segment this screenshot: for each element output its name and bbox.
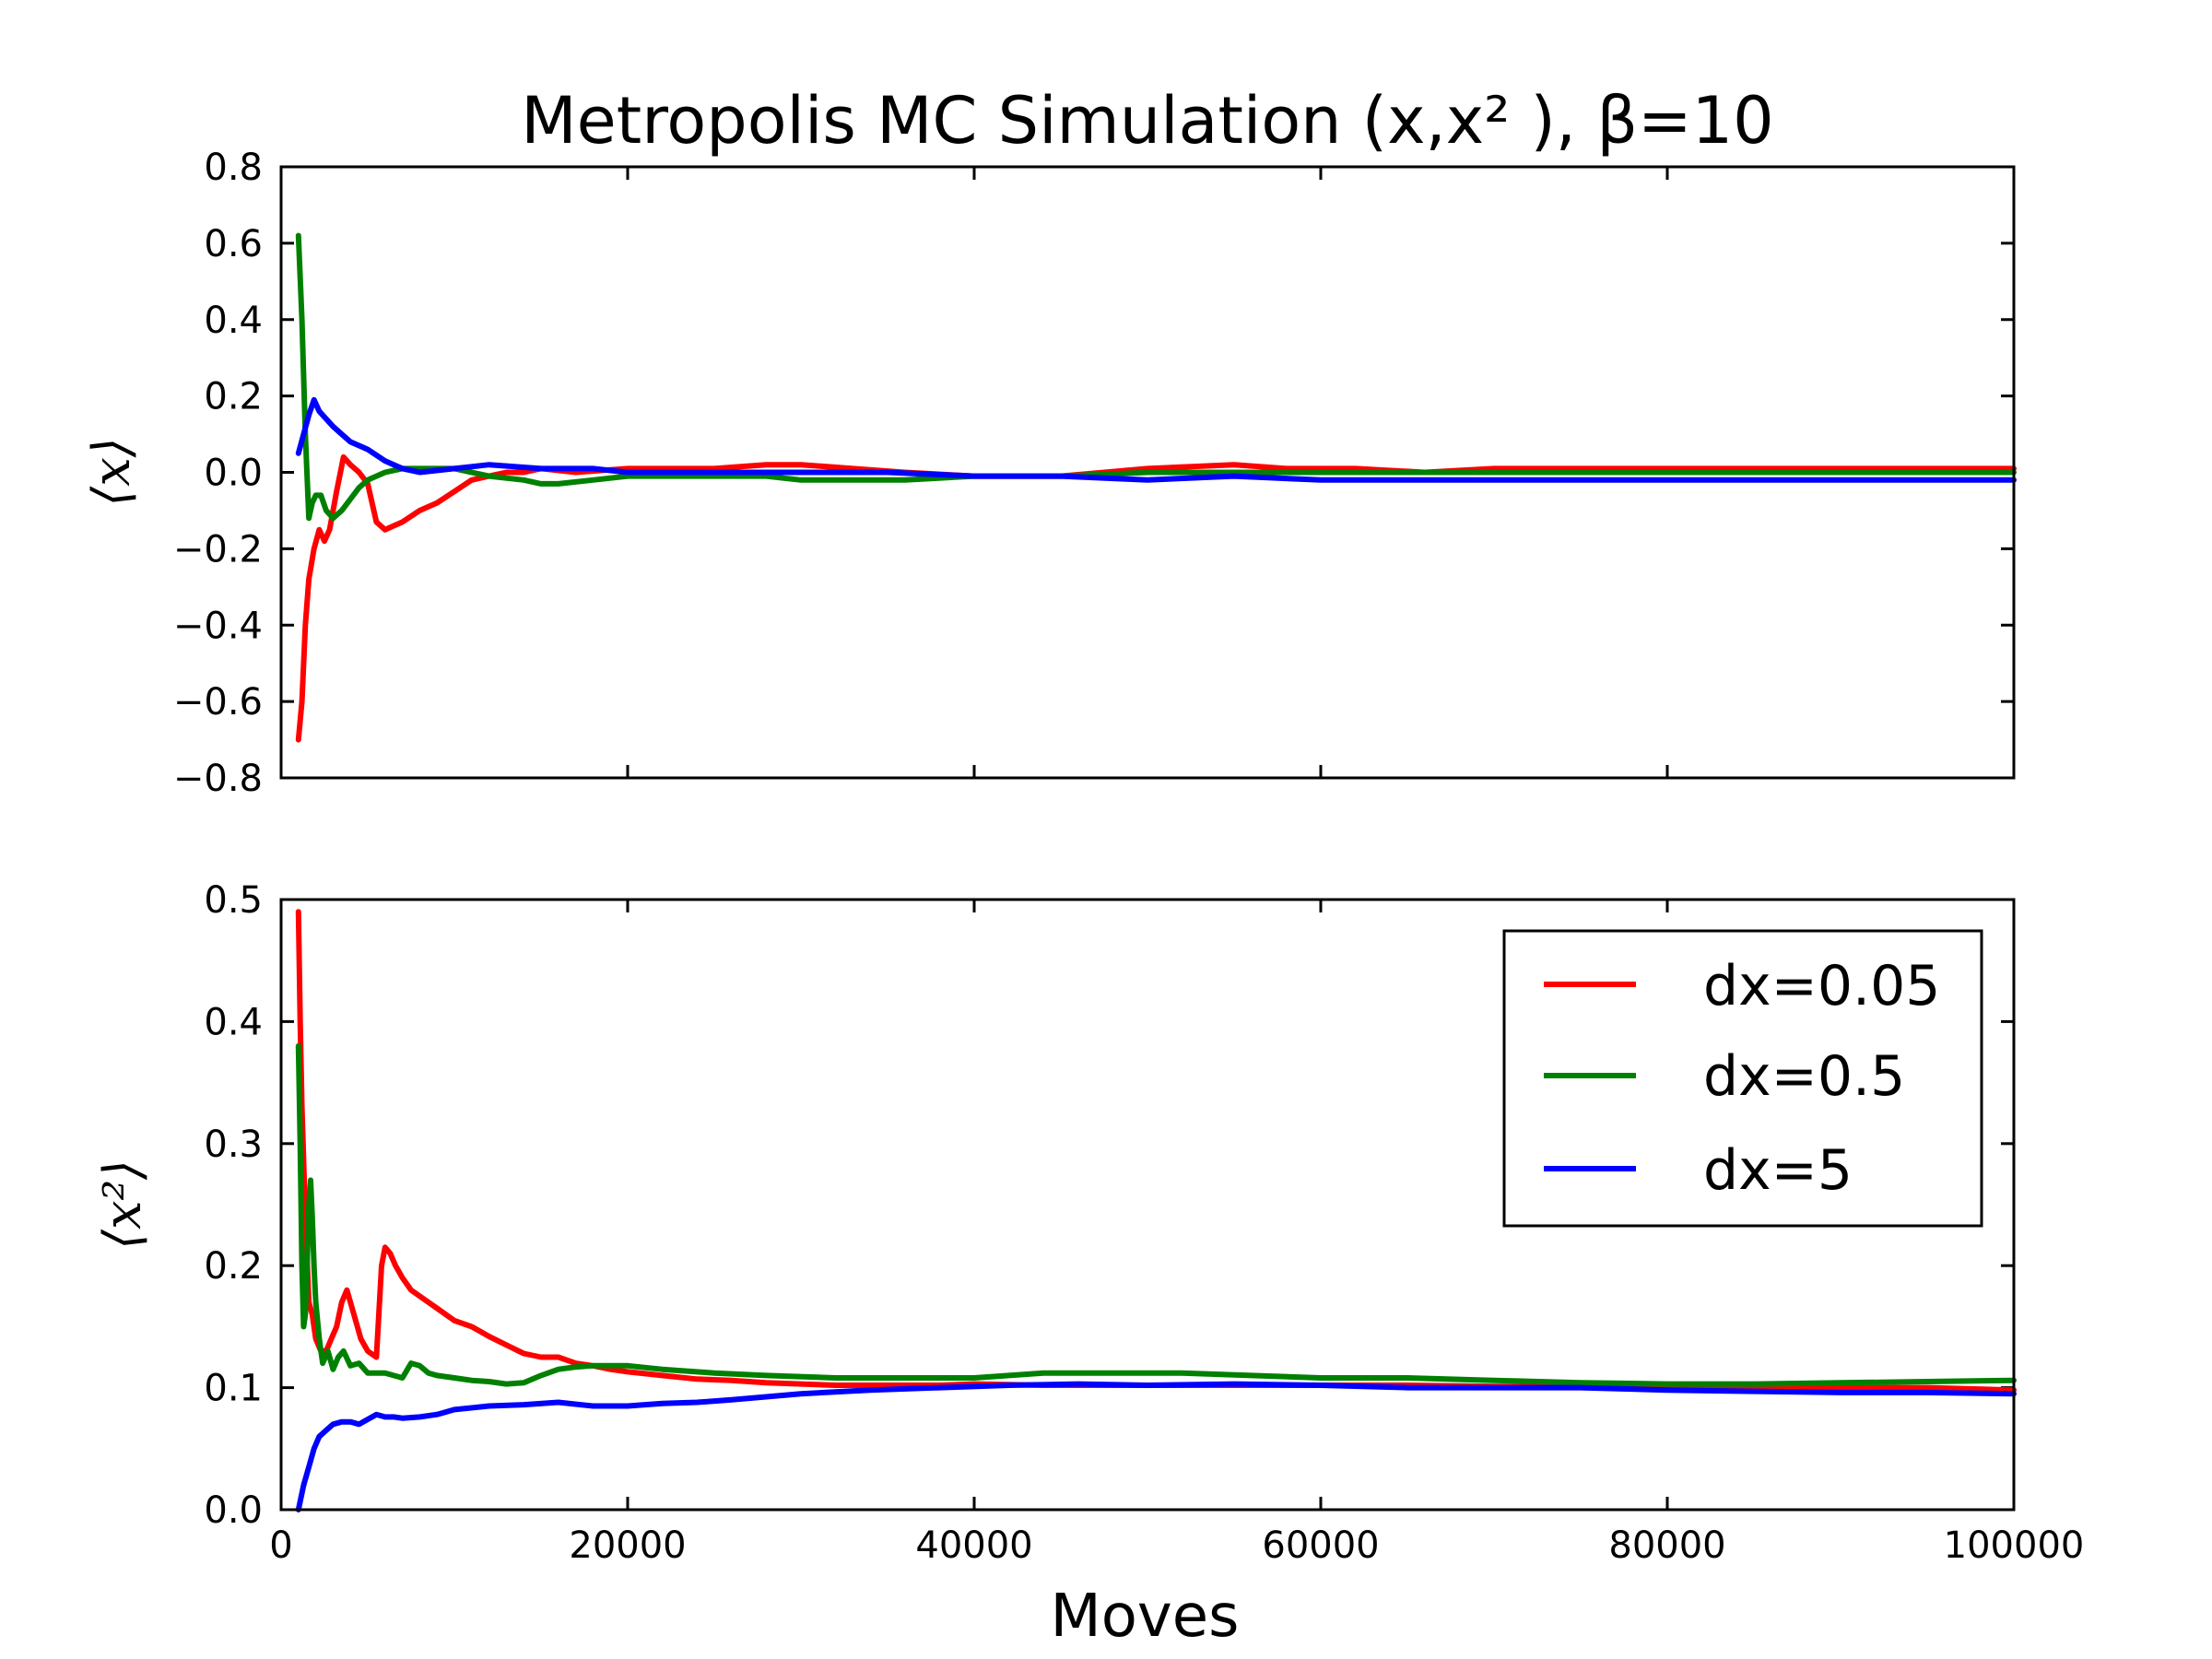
top-y-tick-label-0-2: −0.2: [173, 528, 263, 571]
bottom-x-tick-label-80000: 80000: [1608, 1524, 1725, 1567]
bottom-subplot: 0.5 0.4 0.3 0.2 0.1 0.0 0 20000 40000 60000 80000…: [93, 879, 2084, 1651]
top-y-tick-label-0-8: −0.8: [173, 758, 263, 800]
top-y-tick-label-0: 0.0: [204, 453, 263, 495]
legend-box: [1502, 929, 1983, 1228]
legend-entry-dx-0-05: dx=0.05: [1544, 954, 1940, 1018]
bottom-y-tick-label-0: 0.0: [204, 1489, 263, 1532]
bottom-y-tick-label-0-4: 0.4: [204, 1001, 263, 1043]
top-y-tick-label-0-8: 0.8: [204, 147, 263, 189]
bottom-y-ticks: 0.5 0.4 0.3 0.2 0.1 0.0: [204, 879, 2014, 1532]
bottom-y-tick-label-0-3: 0.3: [204, 1124, 263, 1166]
top-y-tick-label-0-6: 0.6: [204, 223, 263, 265]
top-y-tick-label-0-4: 0.4: [204, 300, 263, 342]
bottom-axes-frame: [279, 898, 2016, 1512]
legend-label-dx-5: dx=5: [1703, 1138, 1853, 1203]
bottom-x-tick-label-20000: 20000: [569, 1524, 686, 1567]
top-y-tick-label-0-6: −0.6: [173, 681, 263, 724]
top-y-label: ⟨x⟩: [82, 437, 142, 506]
bottom-x-tick-label-100000: 100000: [1944, 1524, 2085, 1567]
top-series-dx-0-5: [295, 232, 2017, 522]
bottom-x-tick-label-60000: 60000: [1262, 1524, 1379, 1567]
top-subplot: 0.8 0.6 0.4 0.2 0.0 −0.2 −0.4 −0.6 −0.8 ⟨x⟩: [82, 147, 2017, 800]
bottom-x-ticks: 0 20000 40000 60000 80000 100000: [269, 900, 2084, 1567]
legend-label-dx-0-5: dx=0.5: [1703, 1044, 1905, 1109]
bottom-series-dx-0-5: [295, 1042, 2017, 1387]
bottom-y-tick-label-0-2: 0.2: [204, 1245, 263, 1288]
top-axes-frame: [279, 165, 2016, 780]
bottom-x-tick-label-0: 0: [269, 1524, 292, 1567]
x-axis-label: Moves: [1051, 1583, 1240, 1651]
top-series-lines: [295, 232, 2017, 743]
chart-title: Metropolis MC Simulation (x,x² ), β=10: [521, 83, 1773, 159]
bottom-series-dx-5: [295, 1381, 2017, 1512]
bottom-y-tick-label-0-1: 0.1: [204, 1368, 263, 1410]
legend: dx=0.05 dx=0.5 dx=5: [1502, 929, 1983, 1228]
legend-entry-dx-0-5: dx=0.5: [1544, 1044, 1905, 1109]
top-y-tick-label-0-2: 0.2: [204, 376, 263, 418]
legend-entry-dx-5: dx=5: [1544, 1138, 1853, 1203]
top-series-dx-5: [295, 396, 2017, 483]
top-y-ticks: 0.8 0.6 0.4 0.2 0.0 −0.2 −0.4 −0.6 −0.8: [173, 147, 2014, 800]
top-y-tick-label-0-4: −0.4: [173, 605, 263, 647]
legend-label-dx-0-05: dx=0.05: [1703, 954, 1940, 1018]
bottom-series-lines: [295, 909, 2017, 1512]
bottom-y-label: ⟨x²⟩: [93, 1159, 153, 1250]
bottom-y-tick-label-0-5: 0.5: [204, 879, 263, 922]
bottom-x-tick-label-40000: 40000: [915, 1524, 1032, 1567]
